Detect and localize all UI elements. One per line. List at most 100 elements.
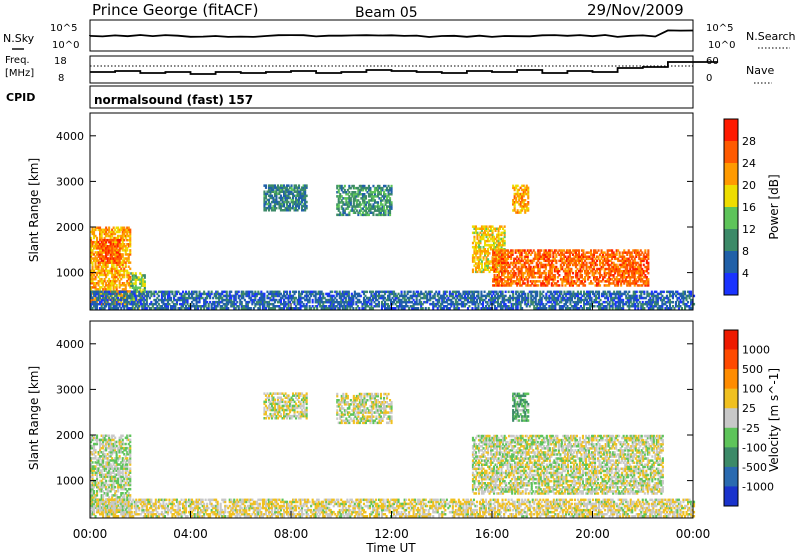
data-cell xyxy=(476,245,479,249)
data-cell xyxy=(579,255,582,258)
beam-title: Beam 05 xyxy=(355,5,418,21)
data-cell xyxy=(343,191,346,194)
data-cell xyxy=(590,269,593,273)
data-cell xyxy=(493,267,496,271)
data-cell xyxy=(339,211,342,214)
data-cell xyxy=(492,284,495,287)
data-cell xyxy=(567,282,570,285)
data-cell xyxy=(570,251,573,254)
data-cell xyxy=(131,305,134,308)
data-cell xyxy=(123,228,126,232)
data-cell xyxy=(390,186,393,190)
data-cell xyxy=(579,263,582,267)
data-cell xyxy=(284,196,287,200)
data-cell xyxy=(102,245,105,248)
data-cell xyxy=(495,265,498,269)
data-cell xyxy=(526,284,529,287)
data-cell xyxy=(114,245,117,248)
data-cell xyxy=(565,263,568,267)
data-cell xyxy=(537,253,540,256)
data-cell xyxy=(131,298,134,302)
data-cell xyxy=(519,255,522,258)
data-cell xyxy=(94,245,97,248)
data-cell xyxy=(544,255,547,258)
data-cell xyxy=(292,196,295,200)
data-cell xyxy=(357,211,360,214)
data-cell xyxy=(302,194,305,198)
data-cell xyxy=(114,228,117,232)
data-cell xyxy=(279,196,282,200)
data-cell xyxy=(305,194,308,198)
data-cell xyxy=(576,253,579,256)
data-cell xyxy=(482,231,485,235)
data-cell xyxy=(471,256,474,259)
data-cell xyxy=(540,263,543,267)
data-cell xyxy=(96,282,99,285)
data-cell xyxy=(295,200,298,204)
data-cell xyxy=(127,259,130,262)
data-cell xyxy=(549,278,552,281)
data-cell xyxy=(94,265,97,268)
data-cell xyxy=(111,284,114,287)
data-cell xyxy=(111,259,114,262)
data-cell xyxy=(580,280,583,283)
data-cell xyxy=(269,194,272,198)
data-cell xyxy=(476,231,479,235)
data-cell xyxy=(549,263,552,267)
data-cell xyxy=(390,207,393,210)
data-cell xyxy=(357,195,360,198)
data-cell xyxy=(273,190,276,193)
data-cell xyxy=(543,276,546,279)
data-cell xyxy=(511,261,514,265)
data-cell xyxy=(114,251,117,254)
data-cell xyxy=(540,276,543,279)
data-cell xyxy=(471,270,474,274)
data-cell xyxy=(348,211,351,214)
data-cell xyxy=(474,229,477,232)
data-cell xyxy=(351,191,354,194)
data-cell xyxy=(93,259,96,262)
data-cell xyxy=(485,256,488,259)
data-cell xyxy=(372,203,375,206)
data-cell xyxy=(97,271,100,275)
data-cell xyxy=(501,271,504,275)
data-cell xyxy=(552,255,555,258)
data-cell xyxy=(549,274,552,277)
data-cell xyxy=(301,196,304,200)
data-cell xyxy=(373,201,376,204)
data-cell xyxy=(549,265,552,269)
data-cell xyxy=(567,269,570,273)
data-cell xyxy=(100,286,103,289)
data-cell xyxy=(134,288,137,292)
data-cell xyxy=(513,269,516,273)
data-cell xyxy=(118,230,121,234)
data-cell xyxy=(127,302,130,305)
data-cell xyxy=(379,213,382,217)
data-cell xyxy=(93,253,96,256)
data-cell xyxy=(484,268,487,271)
data-cell xyxy=(360,197,363,200)
data-cell xyxy=(118,275,121,279)
data-cell xyxy=(106,228,109,232)
data-cell xyxy=(361,193,364,196)
data-cell xyxy=(105,284,108,287)
data-cell xyxy=(482,225,485,228)
data-cell xyxy=(339,186,342,190)
data-cell xyxy=(100,271,103,275)
data-cell xyxy=(361,211,364,214)
data-cell xyxy=(526,249,529,252)
data-cell xyxy=(579,274,582,277)
data-cell xyxy=(352,197,355,200)
data-cell xyxy=(99,245,102,248)
data-cell xyxy=(502,261,505,265)
data-cell xyxy=(516,278,519,281)
data-cell xyxy=(304,196,307,200)
data-cell xyxy=(493,241,496,245)
data-cell xyxy=(537,267,540,271)
data-cell xyxy=(96,273,99,277)
data-cell xyxy=(504,284,507,287)
data-cell xyxy=(532,271,535,275)
data-cell xyxy=(526,282,529,285)
data-cell xyxy=(270,186,273,189)
data-cell xyxy=(532,265,535,269)
